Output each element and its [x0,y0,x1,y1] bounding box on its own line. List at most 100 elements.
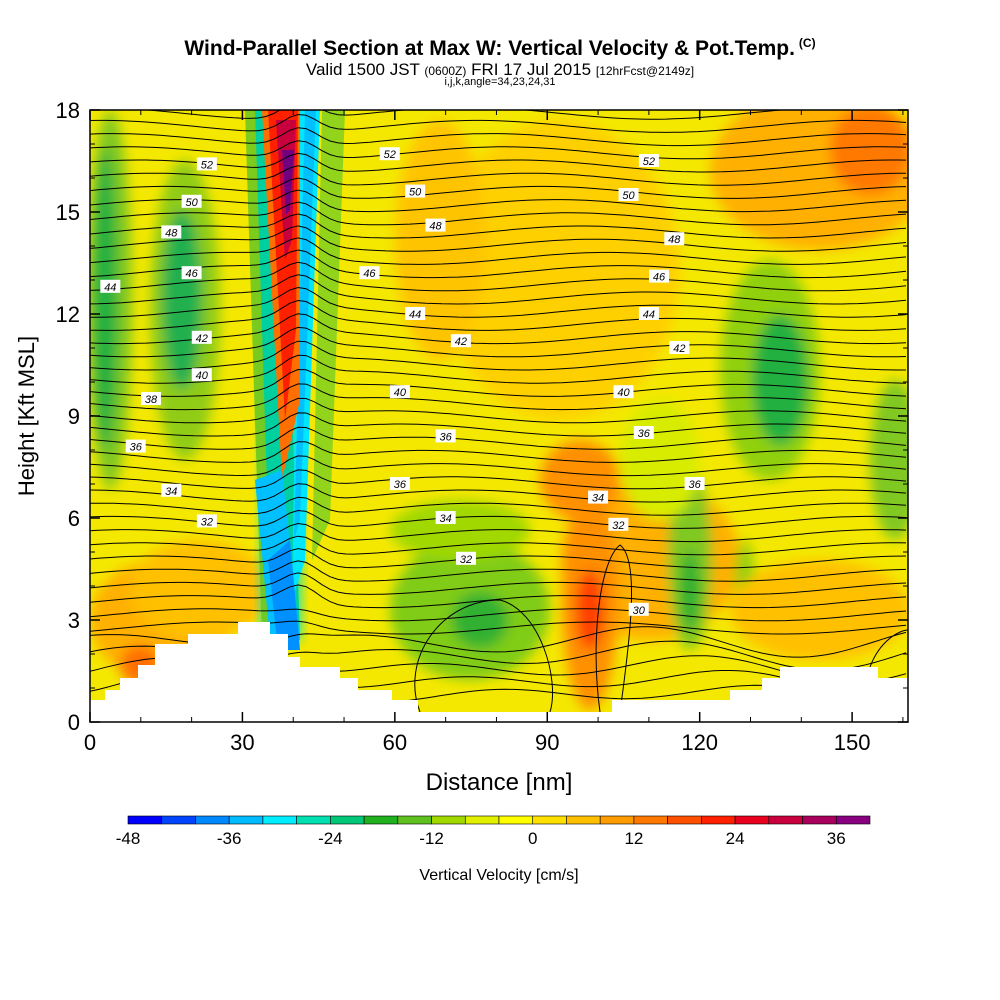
colorbar-tick-label: 24 [726,829,745,848]
colorbar-swatch [431,815,466,825]
contour-label: 42 [450,334,471,348]
contour-label-text: 36 [130,442,143,454]
x-tick-label: 90 [535,730,559,755]
x-axis-label: Distance [nm] [426,769,573,796]
x-tick-label: 60 [383,730,407,755]
contour-label: 50 [618,188,639,202]
contour-label-text: 52 [643,156,655,168]
x-tick-label: 30 [230,730,254,755]
theta-contour [90,237,907,265]
contour-label-text: 42 [673,343,685,355]
colorbar-swatch [532,815,567,825]
theta-contour [90,522,907,543]
contour-label: 32 [196,514,217,528]
theta-contour [90,509,907,529]
contour-label-text: 40 [196,370,209,382]
colorbar-swatch [195,815,230,825]
contour-label: 34 [161,483,182,498]
contour-label-text: 38 [145,394,158,406]
contour-label-text: 46 [653,272,666,284]
theta-contour [90,177,907,199]
theta-contour [595,544,633,713]
contour-label: 34 [435,511,456,525]
theta-contour [414,599,554,713]
contour-label: 48 [664,232,685,246]
contour-label: 44 [405,307,426,321]
contour-label-text: 36 [688,479,701,491]
theta-contour [90,496,907,516]
y-tick-label: 12 [56,302,80,327]
contour-label-text: 32 [460,554,472,566]
contour-label-text: 40 [617,387,630,399]
contour-label: 50 [181,194,202,209]
contour-label: 36 [435,429,456,443]
chart-title: Wind-Parallel Section at Max W: Vertical… [184,36,816,60]
theta-contour [90,225,907,252]
theta-contour [90,113,907,133]
contour-label: 44 [638,307,659,321]
contour-label: 52 [638,154,659,168]
theta-contour [90,469,907,490]
theta-contour [90,201,907,226]
theta-contour [90,455,907,477]
x-tick-label: 120 [681,730,718,755]
contour-label-text: 34 [165,486,177,498]
colorbar-swatch [768,815,803,825]
contour-label: 46 [359,266,380,280]
x-tick-label: 0 [84,730,96,755]
y-tick-label: 3 [68,608,80,633]
contour-label: 46 [649,269,670,284]
contour-label: 48 [161,225,182,239]
colorbar-label: Vertical Velocity [cm/s] [419,867,578,884]
chart-indices: i,j,k,angle=34,23,24,31 [444,76,556,88]
contour-label: 44 [100,279,121,294]
contour-label: 36 [684,477,705,491]
contour-label: 38 [140,392,161,406]
colorbar-swatch [835,815,871,825]
colorbar-tick-label: -24 [318,829,343,848]
theta-contour [90,548,907,569]
chart-subtitle: Valid 1500 JST (0600Z) FRI 17 Jul 2015 [… [305,60,695,79]
contour-label-text: 48 [668,234,681,246]
theta-contour [90,560,907,582]
theta-contour [90,140,907,160]
contour-label: 34 [588,490,609,505]
theta-contour [90,483,907,503]
contour-label-text: 36 [638,428,651,440]
theta-contour [90,412,907,437]
theta-contour [90,313,907,345]
colorbar-swatch [566,815,601,825]
colorbar-swatch [228,815,264,825]
contour-label: 46 [181,266,202,280]
contour-label: 40 [191,368,212,382]
colorbar-swatch [262,815,297,825]
theta-contour [90,354,907,384]
theta-contour [90,299,907,331]
velocity-field [90,110,908,722]
theta-contour [90,213,907,239]
colorbar-tick-label: 0 [528,829,537,848]
x-tick-labels: 0 30 60 90 120 150 [84,730,871,755]
colorbar [127,815,871,825]
contour-label: 32 [608,517,629,532]
colorbar-swatch [802,815,837,825]
theta-contour [869,629,908,668]
colorbar-tick-labels: -48 -36 -24 -12 0 12 24 36 [116,829,846,848]
colorbar-tick-label: 36 [827,829,846,848]
theta-contour [90,620,907,635]
colorbar-tick-label: -36 [217,829,242,848]
contour-label: 40 [389,385,410,399]
contour-label-text: 46 [363,268,376,280]
contour-label-text: 48 [165,227,178,239]
colorbar-swatch [397,815,432,825]
contour-label-text: 36 [440,431,453,443]
contour-label-text: 32 [201,516,213,528]
contour-label: 32 [455,551,476,566]
contour-label: 50 [405,184,426,199]
contour-label: 42 [191,330,212,345]
theta-contour [90,572,907,595]
y-tick-label: 18 [56,98,80,123]
y-axis-label: Height [Kft MSL] [14,336,39,496]
theta-contour [90,165,907,186]
